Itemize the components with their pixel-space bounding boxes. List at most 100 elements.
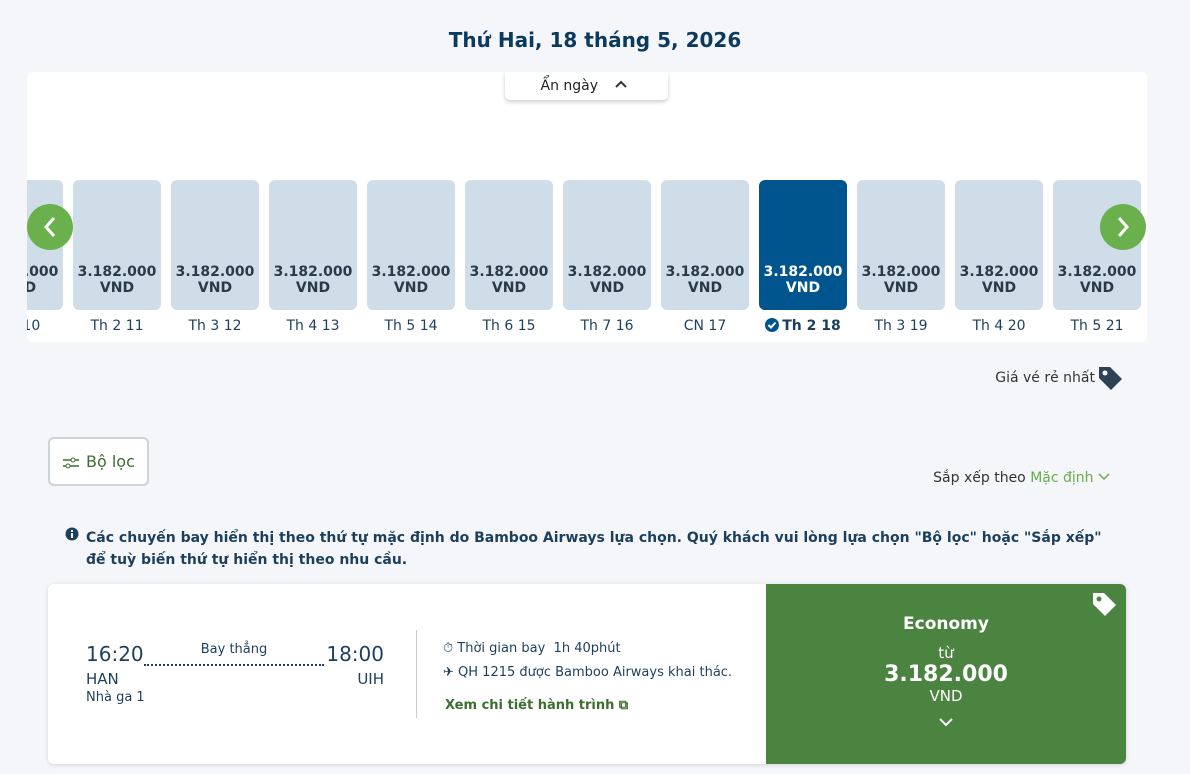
details-text: Xem chi tiết hành trình xyxy=(445,698,615,713)
info-icon xyxy=(65,527,79,541)
day-label: Th 2 18 xyxy=(782,318,841,334)
day-label: Th 3 19 xyxy=(874,318,928,334)
day-currency: VND xyxy=(981,280,1017,296)
day[interactable]: 3.182.000 VND Th 7 16 xyxy=(563,180,651,334)
day-label-row: Th 3 19 xyxy=(857,318,945,334)
day-label: Th 2 11 xyxy=(90,318,144,334)
day-currency: VND xyxy=(1079,280,1115,296)
day-price: 3.182.000 xyxy=(861,264,941,280)
duration-value: 1h 40phút xyxy=(553,641,621,656)
day[interactable]: 3.182.000 VND Th 3 12 xyxy=(171,180,259,334)
fare-panel[interactable]: Economy từ 3.182.000 VND xyxy=(766,584,1126,764)
day-label: Th 5 21 xyxy=(1070,318,1124,334)
cheapest-legend: Giá vé rẻ nhất xyxy=(995,370,1095,386)
dep-code: HAN xyxy=(86,670,119,688)
day-label: Th 5 14 xyxy=(384,318,438,334)
day-currency: VND xyxy=(295,280,331,296)
stop-type: Bay thẳng xyxy=(200,642,268,657)
day[interactable]: 3.182.000 VND Th 2 18 xyxy=(759,180,847,334)
day[interactable]: 3.182.000 VND Th 6 15 xyxy=(465,180,553,334)
day[interactable]: 3.182.000 VND CN 17 xyxy=(661,180,749,334)
day-price: 3.182.000 xyxy=(77,264,157,280)
dep-time: 16:20 xyxy=(86,642,144,666)
day-price: 3.182.000 xyxy=(371,264,451,280)
day-label-row: Th 5 21 xyxy=(1053,318,1141,334)
day-currency: VND xyxy=(99,280,135,296)
day[interactable]: 3.182.000 VND Th 5 14 xyxy=(367,180,455,334)
day[interactable]: 3.182.000 VND Th 4 20 xyxy=(955,180,1043,334)
filter-text: Bộ lọc xyxy=(86,452,135,471)
day[interactable]: 3.182.000 VND Th 4 13 xyxy=(269,180,357,334)
flight-card: 16:20 HAN Nhà ga 1 Bay thẳng 18:00 UIH ⏱… xyxy=(48,584,1126,764)
day-currency: VND xyxy=(393,280,429,296)
details-link[interactable]: Xem chi tiết hành trình ⧉ xyxy=(445,698,629,713)
day-label-row: Th 6 15 xyxy=(465,318,553,334)
day-price: 3.182.000 xyxy=(665,264,745,280)
sort-label: Sắp xếp theo xyxy=(933,470,1026,486)
day-label: CN 10 xyxy=(27,318,41,334)
day-price: 3.182.000 xyxy=(763,264,843,280)
toggle-text: Ẩn ngày xyxy=(540,78,599,94)
day-label: Th 7 16 xyxy=(580,318,634,334)
duration-label: Thời gian bay xyxy=(457,641,546,656)
hide-days-toggle[interactable]: Ẩn ngày xyxy=(505,72,668,100)
day-label-row: CN 10 xyxy=(27,318,63,334)
day-price: 3.182.000 xyxy=(273,264,353,280)
next-arrow[interactable] xyxy=(1100,204,1146,250)
day-label: Th 6 15 xyxy=(482,318,536,334)
day-currency: VND xyxy=(589,280,625,296)
divider xyxy=(416,630,417,718)
day-label-row: Th 4 20 xyxy=(955,318,1043,334)
day-label-row: Th 3 12 xyxy=(171,318,259,334)
day[interactable]: 3.182.000 VND Th 2 11 xyxy=(73,180,161,334)
expand-icon xyxy=(939,718,953,727)
day-label-row: Th 7 16 xyxy=(563,318,651,334)
day-currency: VND xyxy=(883,280,919,296)
arr-code: UIH xyxy=(357,670,384,688)
day-label: Th 3 12 xyxy=(188,318,242,334)
day-label-row: CN 17 xyxy=(661,318,749,334)
day-label-row: Th 2 11 xyxy=(73,318,161,334)
day-price: 3.182.000 xyxy=(27,264,59,280)
operator-text: QH 1215 được Bamboo Airways khai thác. xyxy=(458,665,733,680)
day-price: 3.182.000 xyxy=(469,264,549,280)
filter-button[interactable]: Bộ lọc xyxy=(48,437,149,486)
check-icon xyxy=(765,318,780,332)
duration: ⏱ Thời gian bay 1h 40phút xyxy=(443,641,621,656)
sort-control[interactable]: Sắp xếp theo Mặc định xyxy=(900,470,1110,486)
day-label: Th 4 13 xyxy=(286,318,340,334)
operator: ✈ QH 1215 được Bamboo Airways khai thác. xyxy=(443,665,733,680)
day-price: 3.182.000 xyxy=(1057,264,1137,280)
day-price: 3.182.000 xyxy=(959,264,1039,280)
fare-price: 3.182.000 xyxy=(884,662,1008,687)
filter-icon xyxy=(63,457,79,469)
day-label-row: Th 5 14 xyxy=(367,318,455,334)
day-label: CN 17 xyxy=(683,318,727,334)
fare-class: Economy xyxy=(903,614,989,634)
terminal: Nhà ga 1 xyxy=(86,690,145,705)
day-label-row: Th 4 13 xyxy=(269,318,357,334)
prev-arrow[interactable] xyxy=(27,204,73,250)
day-currency: VND xyxy=(491,280,527,296)
day-price: 3.182.000 xyxy=(175,264,255,280)
day-currency: VND xyxy=(785,280,821,296)
fare-from: từ xyxy=(938,644,954,662)
day-currency: VND xyxy=(27,280,37,296)
day-currency: VND xyxy=(197,280,233,296)
arr-time: 18:00 xyxy=(326,642,384,666)
fare-tag xyxy=(1093,593,1116,616)
day[interactable]: 3.182.000 VND Th 3 19 xyxy=(857,180,945,334)
day-label-row: Th 2 18 xyxy=(759,318,847,334)
fare-currency: VND xyxy=(929,687,963,705)
notice: Các chuyến bay hiển thị theo thứ tự mặc … xyxy=(86,530,1102,568)
